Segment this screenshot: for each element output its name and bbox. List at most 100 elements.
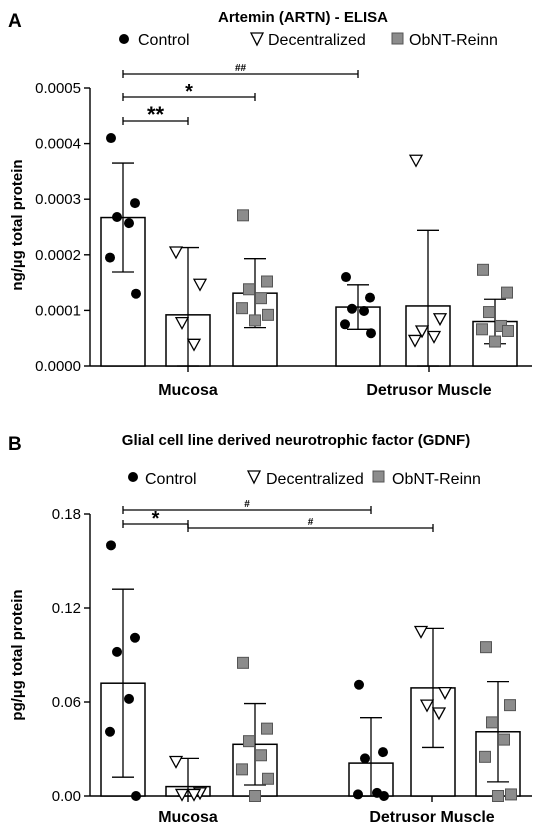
panel-b-legend: Control Decentralized ObNT-Reinn	[128, 470, 481, 488]
significance-label: #	[308, 517, 314, 528]
legend-obnt-reinn-marker	[391, 32, 404, 45]
data-point-obnt-reinn	[505, 788, 517, 801]
legend-control-marker	[119, 34, 129, 44]
data-point-control	[130, 632, 140, 643]
data-point-control	[341, 272, 351, 283]
data-point-obnt-reinn	[255, 749, 267, 762]
x-category-label: Mucosa	[158, 382, 218, 399]
data-point-obnt-reinn	[262, 772, 274, 785]
panel-a-title: Artemin (ARTN) - ELISA	[218, 9, 388, 26]
data-point-decentralized	[419, 699, 435, 713]
data-point-obnt-reinn	[480, 641, 492, 654]
panel-b-points	[105, 540, 517, 802]
data-point-obnt-reinn	[236, 302, 248, 315]
data-point-obnt-reinn	[501, 286, 513, 299]
data-point-control	[340, 319, 350, 330]
panel-a-axes: 0.0000 0.0001 0.0002 0.0003 0.0004 0.0005 Muco…	[35, 80, 532, 399]
data-point-decentralized	[414, 325, 430, 339]
data-point-obnt-reinn	[243, 735, 255, 748]
data-point-obnt-reinn	[243, 283, 255, 296]
data-point-control	[360, 753, 370, 764]
y-tick-label: 0.0005	[35, 80, 81, 97]
y-tick-label: 0.00	[52, 788, 81, 805]
legend-control-marker-b	[128, 472, 138, 482]
significance-label: ##	[235, 63, 247, 74]
panel-a-significance: ***##	[122, 63, 359, 127]
data-point-decentralized	[408, 154, 424, 168]
y-tick-label: 0.0001	[35, 302, 81, 319]
data-point-obnt-reinn	[483, 306, 495, 319]
data-point-obnt-reinn	[476, 323, 488, 336]
data-point-obnt-reinn	[502, 324, 514, 337]
legend-control-label: Control	[138, 32, 190, 49]
data-point-decentralized	[174, 788, 190, 802]
panel-b-significance: * # #	[122, 499, 434, 532]
data-point-obnt-reinn	[236, 763, 248, 776]
legend-obnt-reinn-label-b: ObNT-Reinn	[392, 471, 481, 488]
panel-a-points	[105, 133, 514, 352]
data-point-control	[124, 693, 134, 704]
legend-obnt-reinn-marker-b	[372, 470, 385, 483]
data-point-control	[365, 292, 375, 303]
data-point-control	[112, 211, 122, 222]
data-point-decentralized	[192, 278, 208, 292]
data-point-control	[105, 726, 115, 737]
data-point-control	[106, 540, 116, 551]
data-point-control	[131, 288, 141, 299]
y-tick-label: 0.0002	[35, 247, 81, 264]
panel-letter-b: B	[8, 434, 22, 455]
legend-decentralized-label-b: Decentralized	[266, 471, 364, 488]
data-point-control	[353, 789, 363, 800]
legend-decentralized-marker-b	[246, 470, 262, 485]
panel-b-axes: 0.00 0.06 0.12 0.18 Mucosa Detrusor Muscle	[52, 506, 532, 826]
data-point-obnt-reinn	[255, 292, 267, 305]
data-point-obnt-reinn	[261, 722, 273, 735]
data-point-decentralized	[186, 338, 202, 352]
panel-a-bars	[100, 162, 518, 367]
data-point-control	[354, 679, 364, 690]
data-point-decentralized	[432, 313, 448, 327]
panel-b-bars	[100, 588, 521, 797]
significance-label: **	[147, 102, 165, 127]
data-point-decentralized	[186, 788, 202, 802]
legend-control-label-b: Control	[145, 471, 197, 488]
data-point-obnt-reinn	[249, 314, 261, 327]
data-point-decentralized	[174, 316, 190, 330]
data-point-obnt-reinn	[237, 209, 249, 222]
data-point-decentralized	[437, 686, 453, 700]
y-tick-label: 0.0003	[35, 191, 81, 208]
legend-decentralized-marker	[249, 32, 265, 47]
panel-letter-a: A	[8, 11, 22, 32]
data-point-control	[379, 791, 389, 801]
data-point-obnt-reinn	[486, 716, 498, 729]
y-tick-label: 0.12	[52, 600, 81, 617]
y-tick-label: 0.18	[52, 506, 81, 523]
panel-a-legend: Control Decentralized ObNT-Reinn	[119, 32, 498, 49]
data-point-control	[112, 646, 122, 657]
data-point-decentralized	[413, 625, 429, 639]
data-point-control	[106, 133, 116, 144]
x-category-label: Detrusor Muscle	[369, 809, 494, 826]
y-tick-label: 0.06	[52, 694, 81, 711]
data-point-control	[378, 747, 388, 758]
data-point-control	[131, 791, 141, 801]
panel-b-title: Glial cell line derived neurotrophic fac…	[122, 432, 470, 449]
significance-label: *	[152, 508, 160, 530]
x-category-label: Detrusor Muscle	[366, 382, 491, 399]
x-category-label: Mucosa	[158, 809, 218, 826]
panel-a-y-axis-label: ng/µg total protein	[9, 159, 26, 290]
data-point-decentralized	[407, 334, 423, 348]
data-point-control	[130, 198, 140, 209]
y-tick-label: 0.0004	[35, 136, 81, 153]
data-point-obnt-reinn	[261, 275, 273, 288]
data-point-obnt-reinn	[237, 656, 249, 669]
y-tick-label: 0.0000	[35, 358, 81, 375]
significance-label: *	[185, 81, 193, 103]
data-point-control	[366, 328, 376, 339]
data-point-obnt-reinn	[479, 750, 491, 763]
data-point-obnt-reinn	[489, 335, 501, 348]
data-point-obnt-reinn	[262, 308, 274, 321]
significance-label: #	[244, 499, 250, 510]
data-point-obnt-reinn	[249, 790, 261, 802]
